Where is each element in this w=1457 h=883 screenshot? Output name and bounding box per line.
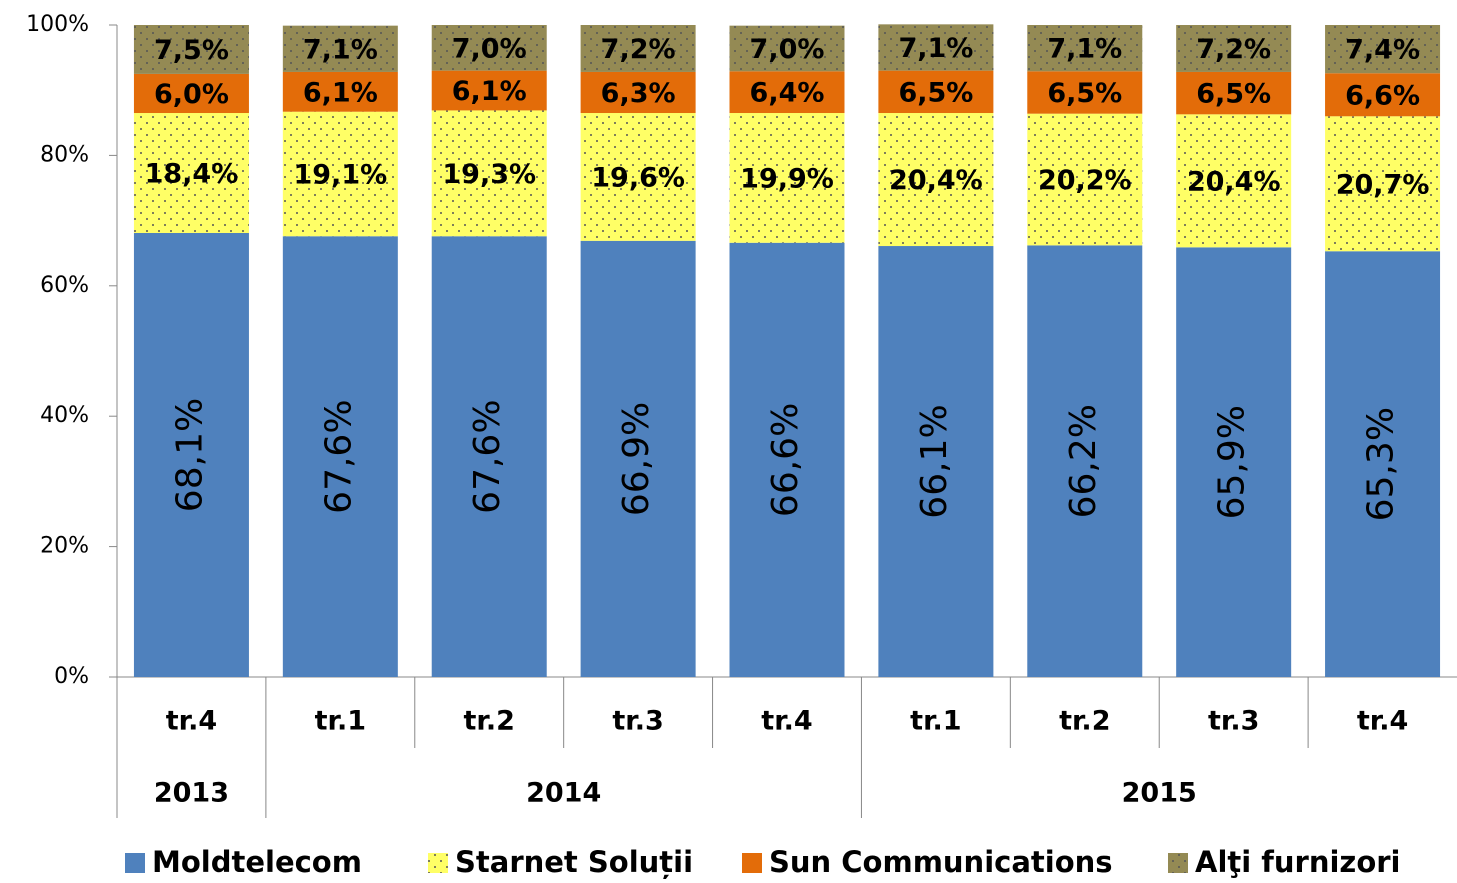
x-tick-label: tr.2	[1059, 706, 1110, 737]
bar-pattern	[1325, 25, 1441, 74]
bar-segment	[878, 246, 994, 677]
bar-pattern	[1325, 116, 1441, 252]
bar-segment	[431, 236, 547, 678]
bar-pattern	[1176, 114, 1292, 248]
bar-segment	[1176, 71, 1292, 115]
bar-segment	[1027, 71, 1143, 114]
bar-pattern	[1027, 25, 1143, 72]
bar-pattern	[431, 25, 547, 71]
data-label: 65,3%	[1361, 407, 1402, 521]
legend-marker	[742, 853, 762, 873]
data-label: 6,3%	[601, 78, 676, 109]
data-label: 6,1%	[452, 76, 527, 107]
x-tick-label: tr.4	[761, 706, 812, 737]
legend-label: Sun Communications	[769, 845, 1113, 879]
y-tick-label: 60%	[40, 273, 89, 298]
data-label: 66,6%	[765, 403, 806, 517]
bar-segment	[133, 232, 249, 677]
data-label: 18,4%	[145, 159, 239, 190]
data-label: 7,0%	[750, 34, 825, 65]
data-label: 19,3%	[442, 159, 536, 190]
bar-pattern	[1027, 113, 1143, 246]
x-tick-label: tr.3	[1208, 706, 1259, 737]
bar-segment	[1325, 73, 1441, 117]
data-label: 68,1%	[169, 398, 210, 512]
legend-label: Starnet Soluții	[455, 845, 693, 879]
x-tick-label: tr.4	[166, 706, 217, 737]
bar-pattern	[729, 113, 845, 243]
data-label: 20,4%	[889, 165, 983, 196]
y-tick-label: 40%	[40, 403, 89, 428]
bar-segment	[729, 71, 845, 114]
bar-pattern	[282, 111, 398, 237]
data-label: 6,0%	[154, 79, 229, 110]
data-label: 7,1%	[303, 34, 378, 65]
data-label: 66,1%	[914, 404, 955, 518]
data-label: 7,4%	[1345, 35, 1420, 66]
bar-pattern	[580, 113, 696, 241]
bar-segment	[1325, 251, 1441, 677]
bar-segment	[1027, 245, 1143, 677]
legend-pattern	[428, 853, 448, 873]
y-tick-label: 100%	[26, 12, 89, 37]
bar-pattern	[1176, 25, 1292, 72]
bar-segment	[580, 71, 696, 114]
data-label: 66,2%	[1063, 404, 1104, 518]
bar-segment	[580, 240, 696, 677]
y-tick-label: 80%	[40, 142, 89, 167]
data-label: 6,1%	[303, 77, 378, 108]
data-label: 7,2%	[1196, 34, 1271, 65]
bar-segment	[133, 73, 249, 114]
data-label: 67,6%	[318, 399, 359, 513]
data-label: 6,4%	[750, 78, 825, 109]
group-label: 2014	[526, 778, 601, 809]
data-label: 7,0%	[452, 33, 527, 64]
data-label: 7,1%	[898, 33, 973, 64]
data-label: 66,9%	[616, 402, 657, 516]
bar-pattern	[729, 25, 845, 72]
bar-segment	[878, 70, 994, 114]
bar-segment	[729, 242, 845, 677]
data-label: 19,9%	[740, 163, 834, 194]
group-label: 2013	[154, 778, 229, 809]
bar-segment	[282, 236, 398, 678]
bar-pattern	[282, 25, 398, 72]
data-label: 7,5%	[154, 35, 229, 66]
data-label: 19,1%	[293, 159, 387, 190]
bar-segment	[1176, 247, 1292, 677]
bar-pattern	[431, 110, 547, 237]
x-tick-label: tr.2	[464, 706, 515, 737]
data-label: 6,5%	[1196, 79, 1271, 110]
x-tick-label: tr.1	[910, 706, 961, 737]
bar-pattern	[133, 25, 249, 74]
x-tick-label: tr.3	[612, 706, 663, 737]
x-tick-label: tr.1	[315, 706, 366, 737]
data-label: 6,5%	[1047, 78, 1122, 109]
legend-pattern	[1168, 853, 1188, 873]
legend-marker	[125, 853, 145, 873]
bar-segment	[431, 70, 547, 111]
legend-label: Alţi furnizori	[1195, 845, 1400, 879]
data-label: 6,5%	[898, 77, 973, 108]
group-label: 2015	[1122, 778, 1197, 809]
bar-segment	[282, 71, 398, 112]
y-tick-label: 0%	[54, 664, 89, 689]
data-label: 7,2%	[601, 34, 676, 65]
y-tick-label: 20%	[40, 534, 89, 559]
data-label: 20,4%	[1187, 166, 1281, 197]
data-label: 7,1%	[1047, 34, 1122, 65]
legend-label: Moldtelecom	[152, 845, 362, 879]
data-label: 65,9%	[1212, 405, 1253, 519]
bar-pattern	[580, 25, 696, 72]
bar-pattern	[878, 113, 994, 247]
bar-pattern	[133, 113, 249, 233]
data-label: 19,6%	[591, 162, 685, 193]
data-label: 6,6%	[1345, 80, 1420, 111]
x-tick-label: tr.4	[1357, 706, 1408, 737]
bar-pattern	[878, 24, 994, 71]
data-label: 67,6%	[467, 399, 508, 513]
data-label: 20,2%	[1038, 165, 1132, 196]
data-label: 20,7%	[1336, 169, 1430, 200]
